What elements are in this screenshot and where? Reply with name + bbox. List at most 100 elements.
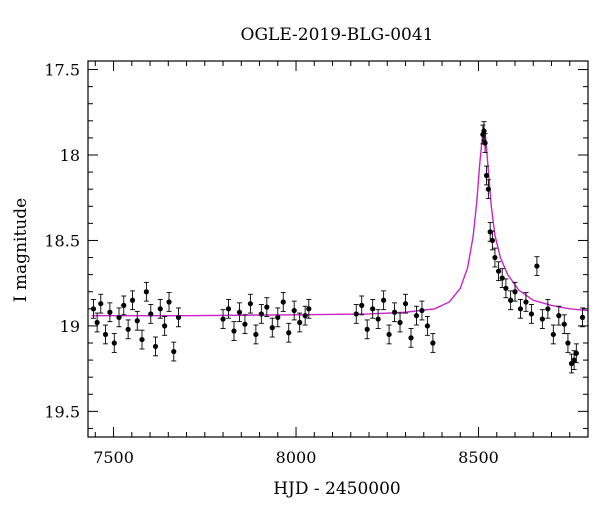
data-marker bbox=[539, 316, 545, 322]
data-point bbox=[568, 353, 575, 374]
model-curve-layer bbox=[91, 127, 589, 317]
data-point bbox=[528, 304, 535, 324]
data-marker bbox=[302, 313, 308, 319]
data-point bbox=[375, 309, 381, 329]
model-curve bbox=[91, 127, 589, 317]
data-point bbox=[397, 312, 403, 333]
data-point bbox=[175, 307, 182, 328]
y-tick-label: 19 bbox=[60, 317, 80, 336]
data-point bbox=[386, 324, 392, 345]
data-marker bbox=[148, 311, 154, 317]
y-tick-label: 18 bbox=[60, 146, 80, 165]
data-marker bbox=[492, 254, 498, 261]
data-point bbox=[353, 304, 359, 324]
x-tick-label: 8000 bbox=[276, 448, 317, 467]
data-point bbox=[408, 328, 414, 348]
data-marker bbox=[579, 314, 586, 320]
data-marker bbox=[286, 330, 292, 336]
data-point bbox=[129, 290, 136, 311]
data-point bbox=[503, 278, 509, 299]
data-point bbox=[98, 293, 104, 314]
data-marker bbox=[489, 237, 495, 244]
data-marker bbox=[225, 306, 232, 312]
data-marker bbox=[134, 318, 140, 324]
data-point bbox=[242, 314, 248, 335]
data-point bbox=[275, 307, 281, 328]
data-point bbox=[512, 281, 518, 302]
data-point bbox=[225, 298, 232, 319]
data-marker bbox=[508, 297, 514, 303]
data-marker bbox=[291, 307, 297, 314]
data-point bbox=[364, 319, 370, 340]
data-marker bbox=[528, 311, 535, 317]
data-marker bbox=[306, 306, 312, 312]
data-point bbox=[264, 297, 270, 317]
data-marker bbox=[561, 321, 567, 327]
data-marker bbox=[116, 314, 122, 320]
data-point bbox=[391, 302, 398, 323]
data-marker bbox=[359, 302, 365, 308]
data-marker bbox=[231, 328, 237, 334]
data-marker bbox=[375, 316, 381, 322]
data-point bbox=[579, 307, 586, 328]
data-marker bbox=[408, 335, 414, 341]
data-marker bbox=[242, 321, 248, 327]
data-point bbox=[359, 295, 365, 316]
data-point bbox=[157, 298, 163, 319]
y-tick-label: 17.5 bbox=[44, 61, 80, 80]
data-marker bbox=[397, 319, 403, 326]
data-marker bbox=[482, 140, 488, 146]
data-marker bbox=[258, 311, 264, 317]
data-point bbox=[121, 295, 127, 316]
data-point bbox=[482, 133, 488, 153]
data-marker bbox=[102, 331, 109, 338]
data-marker bbox=[297, 319, 303, 326]
data-marker bbox=[275, 314, 281, 320]
data-marker bbox=[264, 304, 270, 310]
data-point bbox=[291, 300, 297, 321]
data-point bbox=[492, 247, 498, 268]
data-marker bbox=[571, 357, 577, 363]
y-tick-label: 19.5 bbox=[44, 402, 80, 421]
data-marker bbox=[534, 263, 540, 269]
x-tick-label: 7500 bbox=[93, 448, 134, 467]
data-marker bbox=[485, 186, 491, 192]
data-marker bbox=[364, 326, 370, 332]
data-marker bbox=[386, 331, 392, 338]
data-marker bbox=[280, 299, 286, 305]
data-point bbox=[556, 305, 562, 326]
data-marker bbox=[175, 314, 182, 320]
data-marker bbox=[220, 316, 226, 322]
data-marker bbox=[121, 302, 127, 308]
data-point bbox=[162, 316, 168, 336]
data-point bbox=[236, 302, 243, 323]
data-point bbox=[370, 298, 376, 319]
data-marker bbox=[370, 306, 376, 312]
data-point bbox=[517, 298, 524, 319]
data-marker bbox=[483, 172, 490, 179]
data-marker bbox=[166, 299, 172, 305]
data-marker bbox=[573, 350, 579, 356]
data-point bbox=[402, 293, 409, 314]
data-marker bbox=[413, 313, 420, 319]
data-marker bbox=[111, 340, 117, 346]
data-marker bbox=[125, 326, 131, 332]
data-point bbox=[545, 298, 551, 319]
data-point bbox=[534, 256, 540, 276]
data-marker bbox=[236, 309, 243, 315]
data-point bbox=[302, 305, 308, 326]
data-point bbox=[381, 290, 387, 311]
data-point bbox=[102, 324, 109, 345]
data-point bbox=[489, 230, 495, 251]
data-point bbox=[523, 292, 529, 312]
x-axis-label: HJD - 2450000 bbox=[273, 479, 401, 499]
data-marker bbox=[247, 301, 254, 307]
data-marker bbox=[162, 323, 168, 329]
data-point bbox=[107, 302, 113, 323]
data-marker bbox=[139, 336, 145, 343]
data-point bbox=[247, 293, 254, 314]
data-marker bbox=[499, 275, 505, 281]
data-marker bbox=[269, 325, 275, 331]
data-marker bbox=[503, 285, 509, 291]
